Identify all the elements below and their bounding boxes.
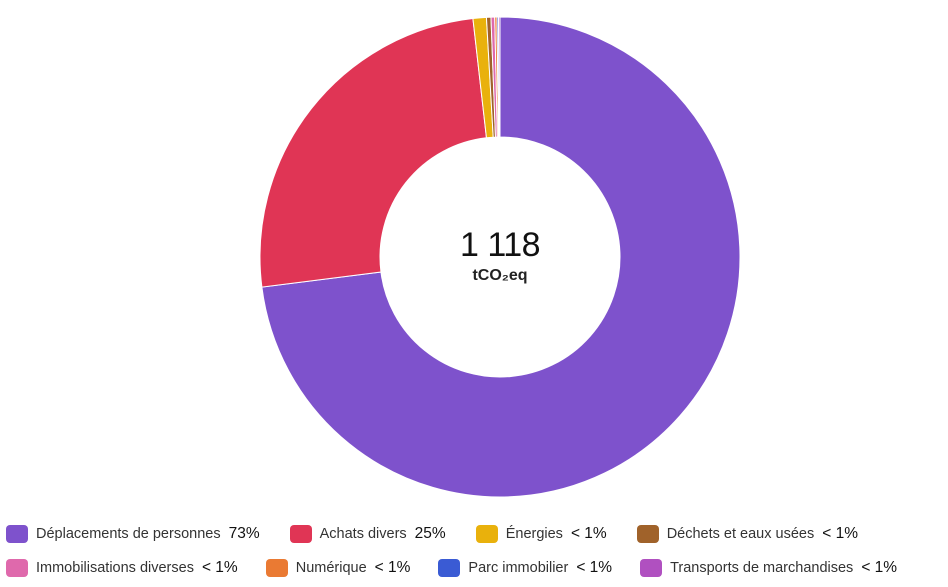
legend-swatch — [6, 559, 28, 577]
legend-label: Numérique — [295, 560, 367, 576]
legend-swatch — [640, 559, 663, 577]
legend-swatch — [636, 525, 659, 543]
legend-item-achats[interactable]: Achats divers 25% — [289, 525, 446, 543]
legend-pct: 73% — [228, 525, 260, 542]
center-unit: tCO₂eq — [472, 267, 528, 284]
legend-pct: < 1% — [570, 525, 607, 542]
legend-label: Immobilisations diverses — [36, 560, 194, 576]
legend-pct: < 1% — [861, 559, 898, 576]
legend-item-parc-immobilier[interactable]: Parc immobilier < 1% — [438, 559, 612, 577]
slice-d-placements-de-personnes[interactable] — [261, 16, 741, 498]
legend-swatch — [265, 559, 288, 577]
legend-pct: < 1% — [374, 559, 411, 576]
legend-pct: < 1% — [201, 559, 238, 576]
legend-label: Achats divers — [319, 526, 407, 542]
legend-pct: < 1% — [822, 525, 858, 542]
legend-label: Déchets et eaux usées — [666, 526, 815, 542]
legend-item-energies[interactable]: Énergies < 1% — [475, 525, 607, 543]
legend-item-dechets[interactable]: Déchets et eaux usées < 1% — [636, 525, 858, 543]
legend-swatch — [475, 525, 498, 543]
legend-pct: < 1% — [576, 559, 613, 576]
center-total: 1 118 — [459, 226, 541, 264]
donut-chart — [259, 16, 741, 498]
legend-label: Transports de marchandises — [670, 560, 854, 576]
legend-item-immobilisations[interactable]: Immobilisations diverses < 1% — [6, 559, 238, 577]
legend-item-numerique[interactable]: Numérique < 1% — [265, 559, 411, 577]
legend-row-1: Déplacements de personnes 73% Achats div… — [6, 522, 948, 546]
legend-item-transports[interactable]: Transports de marchandises < 1% — [640, 559, 897, 577]
legend-label: Déplacements de personnes — [36, 526, 221, 542]
legend-swatch — [6, 525, 28, 543]
legend-label: Parc immobilier — [468, 560, 569, 576]
legend-item-deplacements[interactable]: Déplacements de personnes 73% — [6, 525, 260, 543]
legend-swatch — [438, 559, 461, 577]
legend-row-2: Immobilisations diverses < 1% Numérique … — [6, 556, 948, 580]
legend-swatch — [289, 525, 312, 543]
slice-achats-divers[interactable] — [259, 17, 488, 288]
legend-pct: 25% — [414, 525, 446, 542]
legend-label: Énergies — [505, 526, 563, 542]
slice-transports-de-marchandises[interactable] — [497, 16, 501, 138]
